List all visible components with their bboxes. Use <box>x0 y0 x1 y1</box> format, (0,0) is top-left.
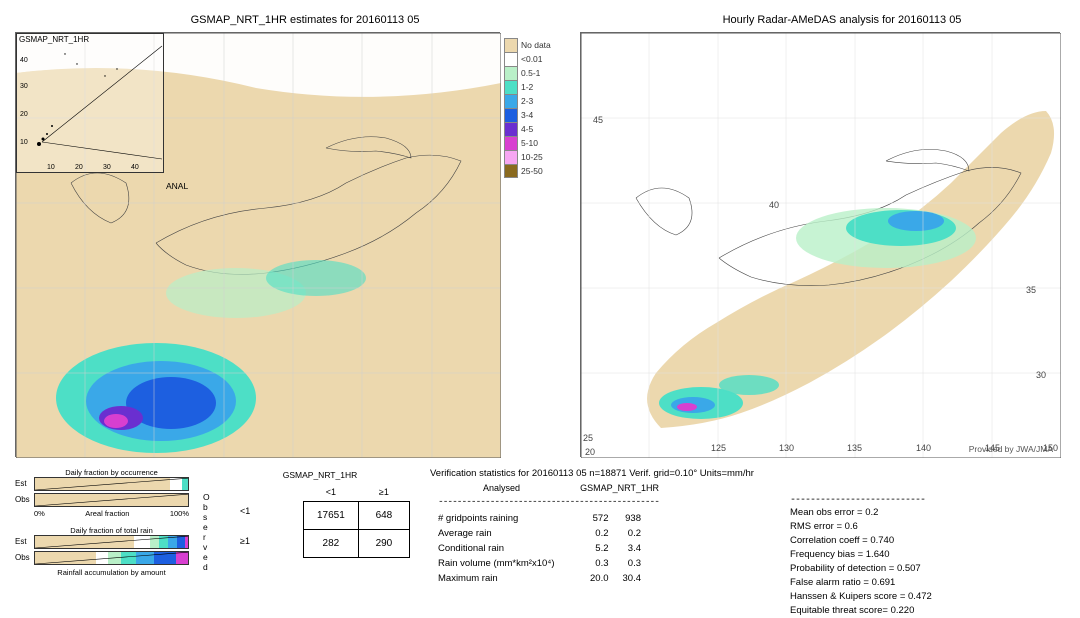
svg-text:20: 20 <box>75 164 83 171</box>
stats-header: Verification statistics for 20160113 05 … <box>430 468 1070 479</box>
bottom-area: Daily fraction by occurrence Est Obs 0%A… <box>0 466 1080 612</box>
occ-title: Daily fraction by occurrence <box>34 468 189 477</box>
contingency-table: GSMAP_NRT_1HR <1≥1 17651648 282290 <1 ≥1 <box>230 470 410 558</box>
svg-text:45: 45 <box>593 115 603 125</box>
map-right-svg: 45 40 35 30 25 20 125 130 135 140 145 15… <box>581 33 1061 458</box>
svg-text:25: 25 <box>583 433 593 443</box>
svg-text:40: 40 <box>20 57 28 64</box>
svg-text:20: 20 <box>20 111 28 118</box>
observed-label: Observed <box>203 492 210 572</box>
fraction-occurrence: Daily fraction by occurrence Est Obs 0%A… <box>34 468 189 518</box>
tot-est-bar: Est <box>34 535 189 549</box>
stats: Verification statistics for 20160113 05 … <box>430 468 1070 618</box>
provided-by: Provided by JWA/JMA <box>969 444 1053 454</box>
title-right: Hourly Radar-AMeDAS analysis for 2016011… <box>632 14 1052 26</box>
title-left: GSMAP_NRT_1HR estimates for 20160113 05 <box>115 14 495 26</box>
accum-title: Rainfall accumulation by amount <box>34 568 189 577</box>
total-title: Daily fraction of total rain <box>34 526 189 535</box>
map-left: GSMAP_NRT_1HR 1020 3040 1020 3040 ANAL <box>15 32 500 457</box>
svg-text:130: 130 <box>779 443 794 453</box>
svg-text:40: 40 <box>131 164 139 171</box>
occ-obs-bar: Obs <box>34 493 189 507</box>
svg-text:30: 30 <box>1036 370 1046 380</box>
svg-text:20: 20 <box>585 447 595 457</box>
svg-text:30: 30 <box>103 164 111 171</box>
svg-text:10: 10 <box>20 139 28 146</box>
svg-text:140: 140 <box>916 443 931 453</box>
anal-label: ANAL <box>166 181 188 191</box>
svg-text:30: 30 <box>20 83 28 90</box>
svg-text:40: 40 <box>769 200 779 210</box>
map-right: 45 40 35 30 25 20 125 130 135 140 145 15… <box>580 32 1060 457</box>
occ-est-bar: Est <box>34 477 189 491</box>
svg-text:135: 135 <box>847 443 862 453</box>
map-left-inset: GSMAP_NRT_1HR 1020 3040 1020 3040 <box>16 33 164 173</box>
svg-text:125: 125 <box>711 443 726 453</box>
svg-text:10: 10 <box>47 164 55 171</box>
svg-text:35: 35 <box>1026 285 1036 295</box>
stats-table: AnalysedGSMAP_NRT_1HR ------------------… <box>430 481 667 510</box>
fraction-total: Daily fraction of total rain Est Obs Rai… <box>34 526 189 577</box>
legend: No data<0.010.5-11-22-33-44-55-1010-2525… <box>504 38 574 178</box>
tot-obs-bar: Obs <box>34 551 189 565</box>
